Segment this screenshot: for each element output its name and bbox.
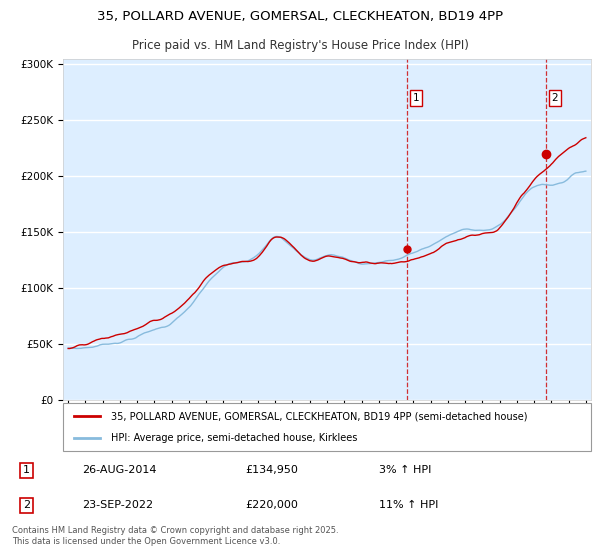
Text: 35, POLLARD AVENUE, GOMERSAL, CLECKHEATON, BD19 4PP: 35, POLLARD AVENUE, GOMERSAL, CLECKHEATO… <box>97 10 503 23</box>
FancyBboxPatch shape <box>63 403 591 451</box>
Text: 23-SEP-2022: 23-SEP-2022 <box>82 501 153 510</box>
Text: 3% ↑ HPI: 3% ↑ HPI <box>379 465 431 475</box>
Text: £220,000: £220,000 <box>245 501 298 510</box>
Text: 11% ↑ HPI: 11% ↑ HPI <box>379 501 438 510</box>
Text: Contains HM Land Registry data © Crown copyright and database right 2025.
This d: Contains HM Land Registry data © Crown c… <box>12 526 338 546</box>
Text: HPI: Average price, semi-detached house, Kirklees: HPI: Average price, semi-detached house,… <box>110 433 357 443</box>
Text: 35, POLLARD AVENUE, GOMERSAL, CLECKHEATON, BD19 4PP (semi-detached house): 35, POLLARD AVENUE, GOMERSAL, CLECKHEATO… <box>110 411 527 421</box>
Text: £134,950: £134,950 <box>245 465 298 475</box>
Text: 2: 2 <box>551 93 558 103</box>
Text: 1: 1 <box>23 465 30 475</box>
Text: 2: 2 <box>23 501 30 510</box>
Text: Price paid vs. HM Land Registry's House Price Index (HPI): Price paid vs. HM Land Registry's House … <box>131 39 469 53</box>
Text: 26-AUG-2014: 26-AUG-2014 <box>82 465 157 475</box>
Text: 1: 1 <box>412 93 419 103</box>
